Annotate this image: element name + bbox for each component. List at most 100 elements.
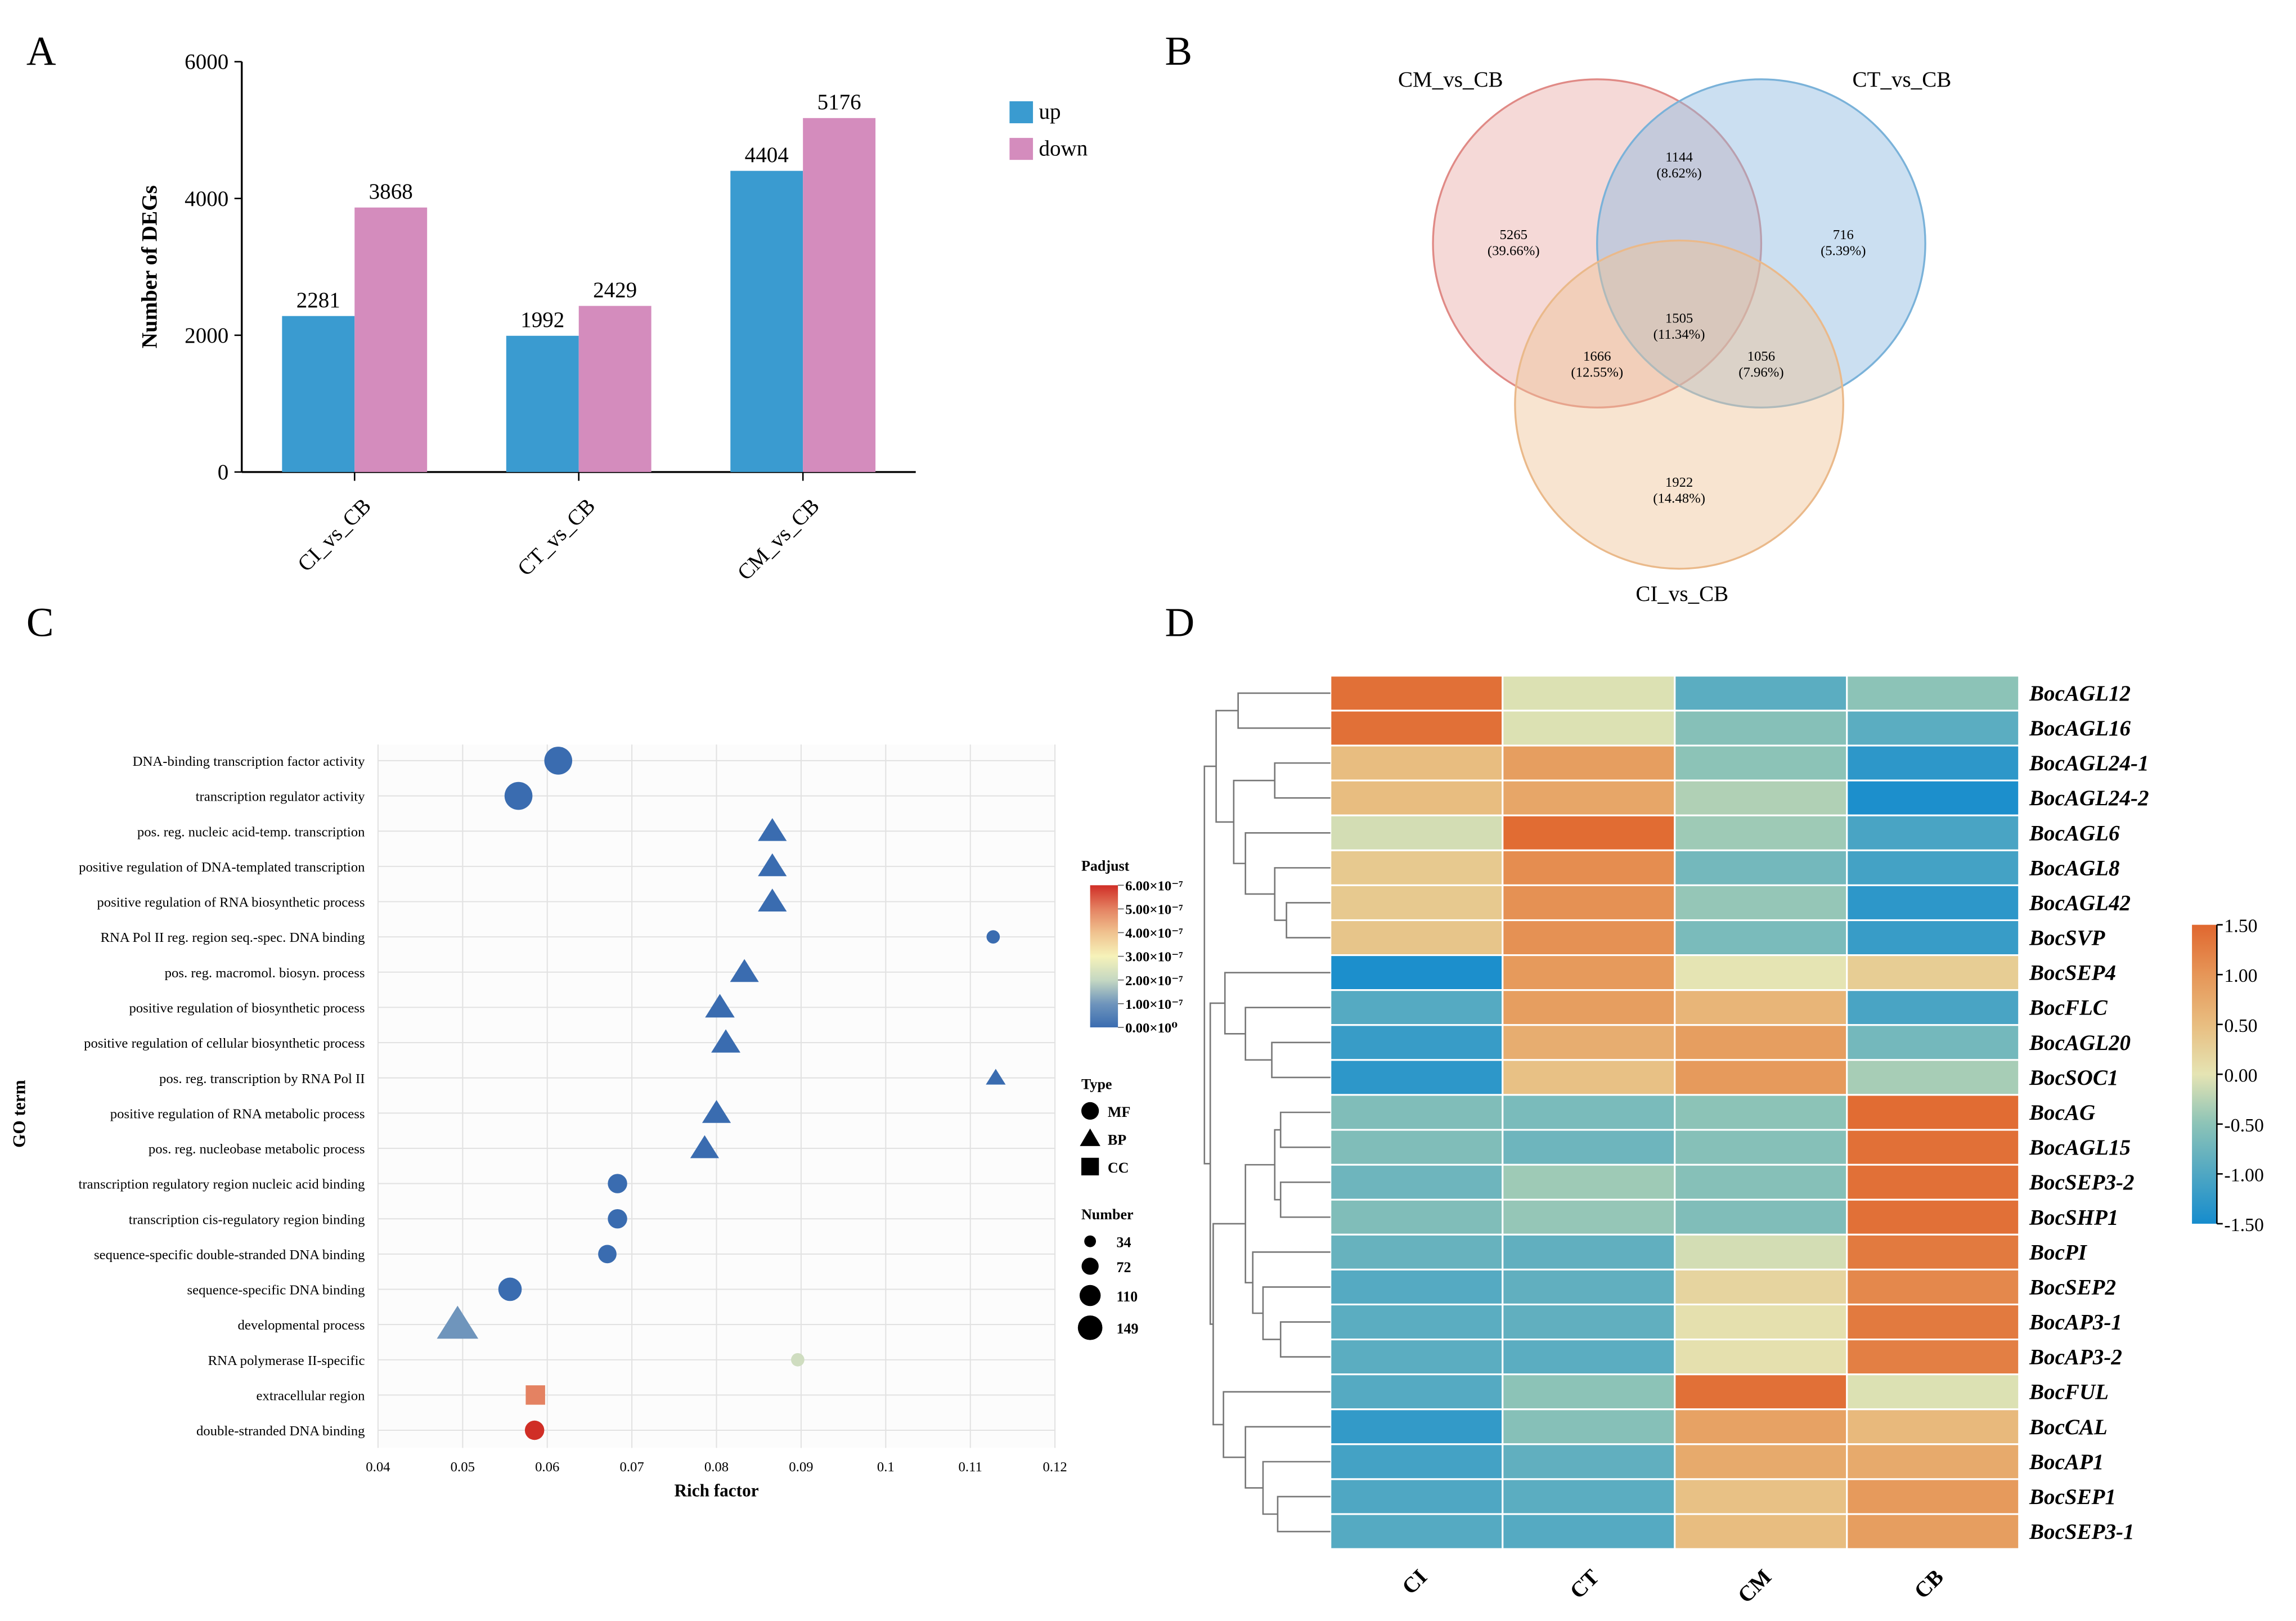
heatmap-cell xyxy=(1502,884,1676,922)
y-tick-label: pos. reg. nucleobase metabolic process xyxy=(149,1142,365,1157)
heatmap-cell xyxy=(1502,1513,1676,1550)
venn-set-label: CI_vs_CB xyxy=(1635,582,1728,606)
x-tick-label: CM_vs_CB xyxy=(733,493,824,585)
go-dot-plot: 0.04 0.05 0.06 0.07 0.08 0.09 0.1 0.11 0.12 DNA-b… xyxy=(9,744,1183,1500)
heatmap-cell xyxy=(1846,1373,2020,1411)
y-tick-label: developmental process xyxy=(238,1318,365,1333)
heatmap-cell xyxy=(1674,1443,1848,1480)
bar-up xyxy=(506,335,579,472)
heatmap-cell xyxy=(1846,779,2020,816)
colorbar-tick-label: 0.00×10⁰ xyxy=(1125,1021,1178,1036)
point-mf xyxy=(608,1174,627,1193)
y-tick-label: positive regulation of biosynthetic proc… xyxy=(129,1001,365,1016)
venn-region-count: 5265 xyxy=(1500,227,1527,243)
heatmap-cell xyxy=(1674,1024,1848,1061)
y-axis-label: Number of DEGs xyxy=(138,185,162,348)
row-label: BocAGL6 xyxy=(2029,821,2120,845)
venn-set-label: CM_vs_CB xyxy=(1398,68,1503,92)
legend-number-label: 110 xyxy=(1117,1288,1138,1305)
row-label: BocAGL12 xyxy=(2029,681,2131,706)
venn-region-count: 1505 xyxy=(1665,311,1693,326)
y-tick-label: sequence-specific double-stranded DNA bi… xyxy=(94,1247,365,1263)
heatmap-cell xyxy=(1846,1303,2020,1341)
heatmap-cell xyxy=(1674,954,1848,991)
row-label: BocSHP1 xyxy=(2029,1205,2118,1229)
padjust-colorbar xyxy=(1090,885,1118,1027)
heatmap-cell xyxy=(1674,919,1848,957)
point-bp xyxy=(758,853,787,877)
venn-region-count: 1056 xyxy=(1747,349,1775,364)
point-bp xyxy=(758,818,787,841)
heatmap-cell xyxy=(1329,675,1504,712)
heatmap-cell xyxy=(1502,675,1676,712)
venn-region-percent: (7.96%) xyxy=(1738,365,1783,380)
colorbar-tick-label: 1.00 xyxy=(2224,966,2257,986)
row-label: BocSEP3-1 xyxy=(2029,1520,2135,1544)
dendrogram-branch xyxy=(1212,1223,1246,1426)
row-label: BocAG xyxy=(2029,1101,2095,1125)
dendrogram-branch xyxy=(1209,1002,1225,1325)
heatmap-cell xyxy=(1674,710,1848,747)
data-label: 2429 xyxy=(593,278,637,302)
dendrogram-branch xyxy=(1244,1426,1331,1489)
dendrogram-branch xyxy=(1277,1496,1331,1533)
legend-square-icon xyxy=(1081,1157,1099,1175)
data-label: 4404 xyxy=(745,143,789,167)
x-tick-label: CI_vs_CB xyxy=(293,493,376,576)
bar-up xyxy=(730,170,803,472)
legend-type-label: BP xyxy=(1108,1131,1126,1148)
column-label: CT xyxy=(1565,1565,1604,1604)
colorbar-tick-label: -1.50 xyxy=(2224,1215,2264,1236)
point-bp xyxy=(690,1135,720,1159)
point-mf xyxy=(791,1353,805,1367)
heatmap-cell xyxy=(1329,710,1504,747)
heatmap-cell xyxy=(1502,1338,1676,1376)
legend-size-icon xyxy=(1079,1285,1101,1306)
heatmap-colorbar xyxy=(2192,924,2217,1224)
row-label: BocAGL16 xyxy=(2029,716,2131,740)
heatmap-cell xyxy=(1502,744,1676,782)
bar-down xyxy=(578,306,651,472)
heatmap-cell xyxy=(1674,1303,1848,1341)
heatmap-cell xyxy=(1502,1164,1676,1201)
legend-label-down: down xyxy=(1039,136,1088,160)
heatmap-cell xyxy=(1329,1164,1504,1201)
colorbar-tick-label: 1.00×10⁻⁷ xyxy=(1125,997,1183,1012)
heatmap-cell xyxy=(1502,779,1676,816)
heatmap-cell xyxy=(1674,849,1848,886)
heatmap-cell xyxy=(1674,779,1848,816)
x-tick-label: 0.06 xyxy=(535,1460,559,1475)
heatmap-cell xyxy=(1846,1094,2020,1131)
column-label: CM xyxy=(1733,1565,1776,1607)
point-mf xyxy=(524,1420,545,1440)
colorbar-tick-label: 6.00×10⁻⁷ xyxy=(1125,878,1183,893)
venn-circle-CI_vs_CB xyxy=(1514,239,1844,570)
heatmap-cell xyxy=(1329,1233,1504,1270)
heatmap-cell xyxy=(1329,814,1504,851)
heatmap-cell xyxy=(1846,1059,2020,1096)
heatmap-cell xyxy=(1329,1478,1504,1515)
point-mf xyxy=(498,1277,522,1301)
y-tick-label: positive regulation of cellular biosynth… xyxy=(84,1036,365,1051)
panel-label-c: C xyxy=(26,600,54,645)
heatmap-cell xyxy=(1502,919,1676,957)
heatmap-cell xyxy=(1329,849,1504,886)
legend-label-up: up xyxy=(1039,100,1061,124)
point-mf xyxy=(986,930,1000,944)
heatmap-cell xyxy=(1329,884,1504,922)
point-mf xyxy=(598,1245,617,1264)
colorbar-tick-label: 2.00×10⁻⁷ xyxy=(1125,973,1183,989)
legend-number-label: 34 xyxy=(1117,1234,1131,1251)
y-tick-label: pos. reg. nucleic acid-temp. transcripti… xyxy=(137,824,365,839)
bar-up xyxy=(282,316,355,472)
y-tick-label: DNA-binding transcription factor activit… xyxy=(133,754,365,769)
heatmap-cell xyxy=(1674,884,1848,922)
data-label: 1992 xyxy=(520,308,564,332)
heatmap-cell xyxy=(1502,1478,1676,1515)
y-tick-label: positive regulation of DNA-templated tra… xyxy=(79,860,365,875)
heatmap-cell xyxy=(1329,1094,1504,1131)
heatmap-cell xyxy=(1674,1338,1848,1376)
dendrogram-branch xyxy=(1237,692,1331,729)
point-cc xyxy=(525,1385,545,1405)
